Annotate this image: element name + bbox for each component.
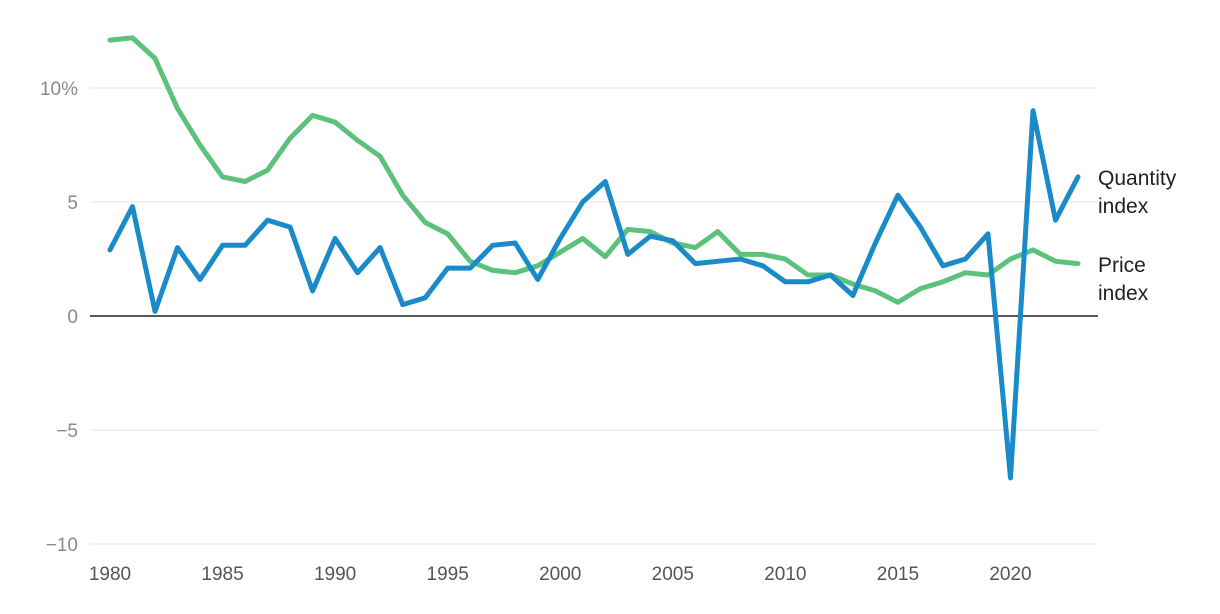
y-axis-tick-labels: 10% 5 0 −5 −10 xyxy=(40,79,78,556)
x-tick-label: 1990 xyxy=(314,564,356,585)
x-axis-tick-labels: 1980 1985 1990 1995 2000 2005 2010 2015 2020 xyxy=(89,564,1032,585)
y-tick-label: −10 xyxy=(46,535,78,556)
x-tick-label: 1985 xyxy=(201,564,243,585)
x-tick-label: 2015 xyxy=(877,564,919,585)
y-tick-label: 0 xyxy=(67,307,78,328)
x-tick-label: 2000 xyxy=(539,564,581,585)
gridlines xyxy=(90,87,1098,545)
x-tick-label: 2005 xyxy=(652,564,694,585)
quantity-index-label: Quantity index xyxy=(1098,167,1177,218)
x-tick-label: 2010 xyxy=(764,564,806,585)
series-labels: Price index Quantity index xyxy=(1098,167,1177,305)
price-index-line xyxy=(107,35,1081,305)
x-tick-label: 1980 xyxy=(89,564,131,585)
x-tick-label: 2020 xyxy=(989,564,1031,585)
y-tick-label: 10% xyxy=(40,79,78,100)
y-tick-label: 5 xyxy=(67,193,78,214)
price-index-label: Price index xyxy=(1098,254,1149,305)
x-tick-label: 1995 xyxy=(427,564,469,585)
quantity-index-line xyxy=(107,108,1081,481)
series-lines xyxy=(107,35,1081,481)
y-tick-label: −5 xyxy=(56,421,78,442)
